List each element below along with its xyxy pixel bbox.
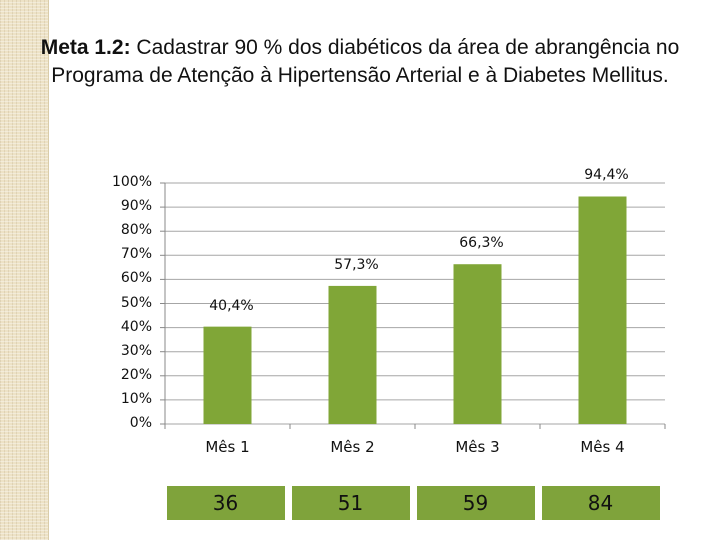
decorative-side-strip [0, 0, 49, 540]
y-tick-label: 20% [120, 366, 152, 383]
data-label: 57,3% [334, 256, 379, 273]
title-text: Cadastrar 90 % dos diabéticos da área de… [51, 36, 680, 87]
data-label: 40,4% [209, 297, 254, 314]
y-tick-label: 60% [120, 270, 152, 287]
data-label: 66,3% [459, 235, 504, 252]
chart-title: Meta 1.2: Cadastrar 90 % dos diabéticos … [0, 34, 720, 90]
bar-mês-3 [453, 264, 502, 424]
count-cell: 84 [541, 486, 660, 520]
y-tick-label: 90% [120, 198, 152, 215]
count-cell: 59 [416, 486, 535, 520]
x-category-label: Mês 2 [330, 438, 375, 456]
x-category-label: Mês 1 [205, 438, 250, 456]
x-category-label: Mês 4 [580, 438, 625, 456]
y-tick-label: 30% [120, 342, 152, 359]
title-goal-label: Meta 1.2: [40, 36, 131, 59]
y-tick-label: 40% [120, 318, 152, 335]
count-cell: 36 [166, 486, 285, 520]
x-category-label: Mês 3 [455, 438, 500, 456]
y-tick-label: 50% [120, 294, 152, 311]
y-tick-label: 80% [120, 222, 152, 239]
bar-mês-1 [203, 326, 252, 424]
count-cell: 51 [291, 486, 410, 520]
y-tick-label: 70% [120, 246, 152, 263]
data-label: 94,4% [584, 167, 629, 184]
y-tick-label: 100% [111, 174, 152, 190]
y-tick-label: 0% [129, 415, 152, 431]
bar-mês-2 [328, 285, 377, 424]
y-tick-label: 10% [120, 390, 152, 407]
bar-mês-4 [578, 196, 627, 424]
